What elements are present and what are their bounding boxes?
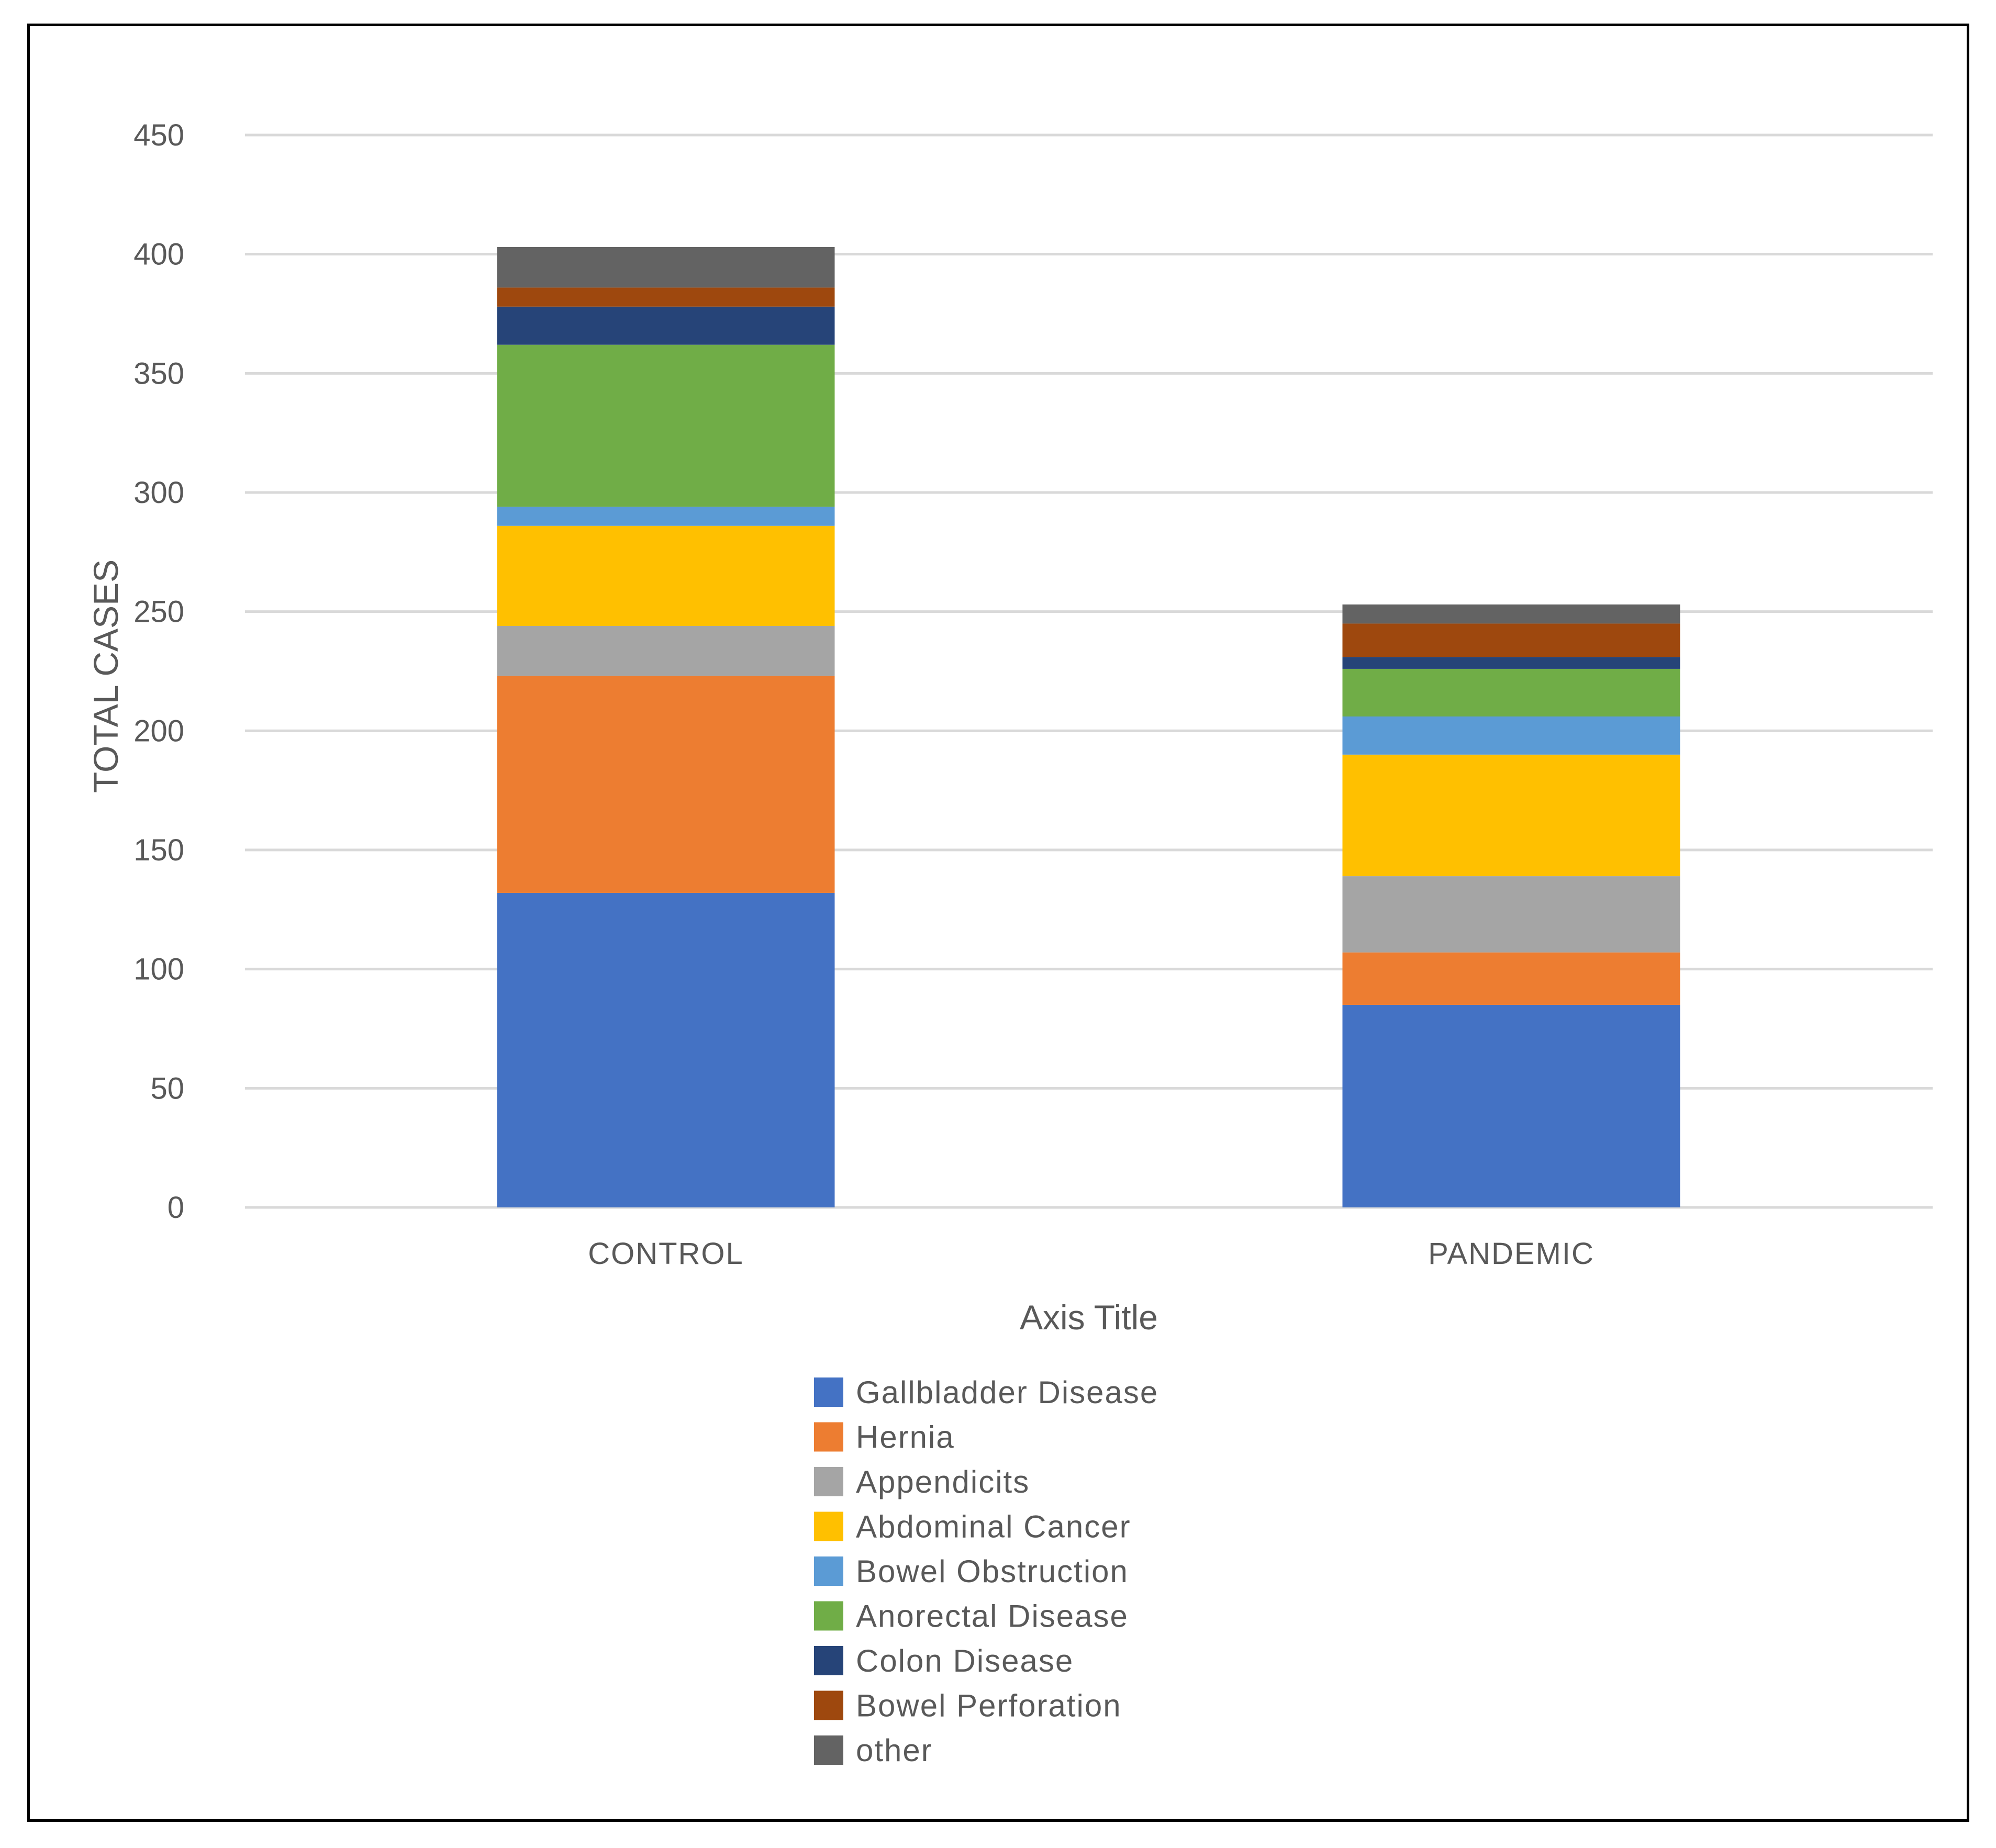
bar-segment-pandemic-anorectal-disease — [1342, 668, 1680, 717]
y-tick-label: 450 — [133, 118, 184, 152]
bar-segment-pandemic-colon-disease — [1342, 657, 1680, 669]
legend-label-colon-disease: Colon Disease — [856, 1643, 1074, 1678]
y-tick-label: 50 — [150, 1071, 184, 1105]
legend-swatch-abdominal-cancer — [814, 1511, 843, 1541]
legend-label-abdominal-cancer: Abdominal Cancer — [856, 1509, 1131, 1544]
bar-segment-pandemic-other — [1342, 604, 1680, 624]
y-tick-label: 300 — [133, 476, 184, 510]
y-tick-label: 0 — [168, 1191, 184, 1225]
y-tick-label: 400 — [133, 238, 184, 272]
legend-swatch-gallbladder-disease — [814, 1377, 843, 1407]
bar-segment-pandemic-hernia — [1342, 952, 1680, 1005]
legend-label-appendicits: Appendicits — [856, 1464, 1030, 1499]
legend-label-hernia: Hernia — [856, 1420, 955, 1455]
bar-segment-control-anorectal-disease — [497, 344, 835, 507]
legend: Gallbladder Disease Hernia Appendicits Abdo… — [814, 1375, 1158, 1768]
legend-label-bowel-perforation: Bowel Perforation — [856, 1688, 1122, 1723]
y-axis-ticks: 0 50 100 150 200 250 300 350 400 450 — [133, 118, 184, 1225]
bar-segment-pandemic-appendicits — [1342, 876, 1680, 953]
bar-segment-control-abdominal-cancer — [497, 525, 835, 626]
legend-swatch-colon-disease — [814, 1646, 843, 1675]
bars — [497, 247, 1680, 1207]
legend-swatch-bowel-perforation — [814, 1690, 843, 1720]
y-tick-label: 250 — [133, 595, 184, 629]
bar-segment-control-gallbladder-disease — [497, 892, 835, 1207]
legend-label-gallbladder-disease: Gallbladder Disease — [856, 1375, 1158, 1410]
legend-swatch-hernia — [814, 1422, 843, 1452]
bar-segment-control-colon-disease — [497, 306, 835, 345]
bar-segment-control-hernia — [497, 676, 835, 893]
legend-label-other: other — [856, 1733, 933, 1768]
bar-segment-control-other — [497, 247, 835, 288]
y-tick-label: 150 — [133, 833, 184, 867]
bar-segment-pandemic-bowel-obstruction — [1342, 716, 1680, 755]
bar-segment-pandemic-gallbladder-disease — [1342, 1004, 1680, 1207]
legend-swatch-other — [814, 1735, 843, 1765]
y-axis-title: TOTAL CASES — [86, 559, 125, 793]
x-category-label: PANDEMIC — [1428, 1237, 1594, 1271]
y-tick-label: 200 — [133, 714, 184, 748]
bar-segment-pandemic-bowel-perforation — [1342, 623, 1680, 657]
bar-segment-control-appendicits — [497, 625, 835, 676]
x-axis-categories: CONTROL PANDEMIC — [588, 1237, 1594, 1271]
legend-swatch-anorectal-disease — [814, 1601, 843, 1631]
bar-segment-pandemic-abdominal-cancer — [1342, 754, 1680, 877]
legend-label-bowel-obstruction: Bowel Obstruction — [856, 1554, 1129, 1589]
y-tick-label: 100 — [133, 953, 184, 987]
x-axis-title: Axis Title — [1020, 1298, 1158, 1337]
legend-label-anorectal-disease: Anorectal Disease — [856, 1599, 1129, 1634]
bar-segment-control-bowel-obstruction — [497, 507, 835, 526]
x-category-label: CONTROL — [588, 1237, 744, 1271]
legend-swatch-bowel-obstruction — [814, 1556, 843, 1586]
y-tick-label: 350 — [133, 356, 184, 390]
bar-segment-control-bowel-perforation — [497, 287, 835, 307]
legend-swatch-appendicits — [814, 1467, 843, 1496]
